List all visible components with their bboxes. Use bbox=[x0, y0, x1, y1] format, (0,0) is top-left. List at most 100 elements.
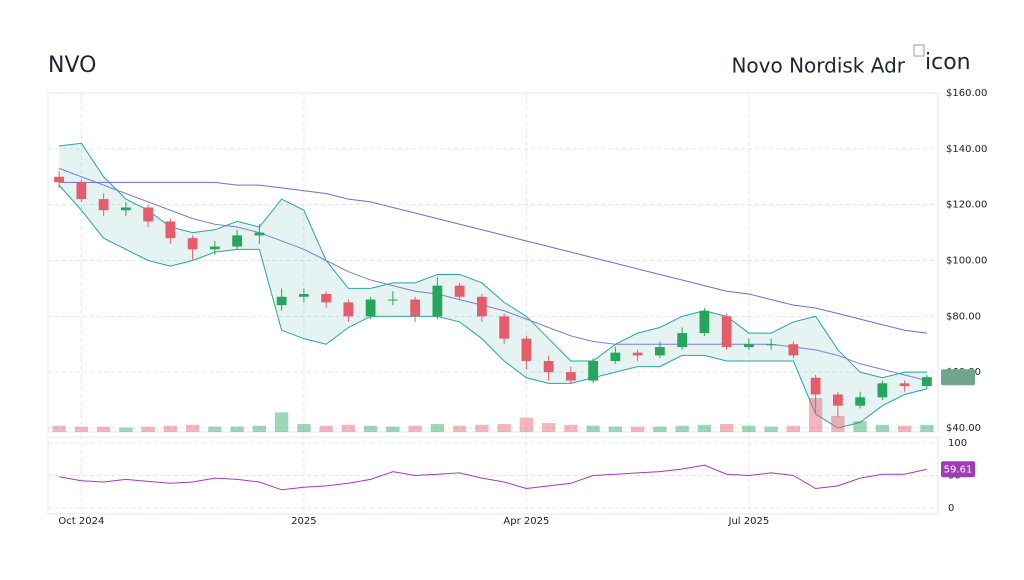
bollinger-fill bbox=[59, 143, 927, 428]
last-rsi-box bbox=[941, 461, 975, 478]
volume-bar bbox=[274, 412, 289, 432]
candle-body bbox=[143, 207, 154, 222]
volume-bar bbox=[185, 424, 200, 432]
volume-bar bbox=[163, 425, 178, 432]
volume-bar bbox=[630, 426, 645, 432]
candle-body bbox=[276, 296, 287, 306]
volume-bar bbox=[452, 425, 467, 432]
candle-body bbox=[521, 338, 532, 361]
volume-bar bbox=[52, 425, 66, 432]
y-tick-label: $80.00 bbox=[946, 311, 981, 322]
candle-body bbox=[565, 372, 576, 381]
candle-body bbox=[476, 296, 487, 317]
candle-body bbox=[632, 352, 643, 356]
candle-body bbox=[454, 285, 465, 297]
volume-bar bbox=[897, 425, 912, 432]
ma bbox=[58, 167, 927, 382]
volume-bar bbox=[586, 425, 600, 432]
volume-bar bbox=[675, 425, 689, 432]
candle-body bbox=[76, 182, 87, 200]
volume-bar bbox=[786, 425, 801, 432]
volume-bar bbox=[430, 423, 445, 432]
candle-body bbox=[588, 361, 599, 381]
candle-body bbox=[810, 377, 821, 395]
candle-body bbox=[610, 352, 621, 361]
broken-image bbox=[913, 44, 925, 57]
volume-bar bbox=[386, 426, 400, 432]
ma bbox=[59, 181, 927, 334]
x-tick-label: Oct 2024 bbox=[58, 516, 104, 527]
y-tick-label: 100 bbox=[948, 438, 967, 449]
volume-bar bbox=[853, 421, 867, 432]
volume-bar bbox=[319, 425, 333, 432]
candle-body bbox=[387, 299, 398, 301]
volume-bar bbox=[697, 424, 712, 432]
volume-bar bbox=[875, 424, 890, 432]
candle-body bbox=[187, 238, 198, 250]
candle-body bbox=[410, 299, 421, 317]
last-price-box bbox=[941, 369, 975, 386]
candle-body bbox=[721, 316, 732, 348]
y-tick-label: $120.00 bbox=[946, 200, 987, 211]
volume-bar bbox=[96, 426, 111, 432]
candle-body bbox=[654, 347, 665, 356]
candle-body bbox=[832, 394, 843, 406]
candle-body bbox=[254, 232, 265, 236]
candle-body bbox=[899, 383, 910, 387]
volume-bar bbox=[541, 423, 556, 432]
volume-bar bbox=[408, 425, 422, 432]
candle-body bbox=[54, 176, 65, 183]
volume-bar bbox=[608, 426, 623, 432]
candle-body bbox=[165, 221, 176, 239]
volume-bar bbox=[519, 417, 534, 432]
volume-bar bbox=[742, 425, 756, 432]
volume-bar bbox=[252, 425, 267, 432]
x-tick-label: 2025 bbox=[291, 516, 316, 527]
candle-body bbox=[98, 199, 109, 211]
volume-bar bbox=[363, 425, 378, 432]
volume-bar bbox=[653, 426, 667, 432]
volume-bar bbox=[719, 423, 734, 432]
volume-bar bbox=[208, 426, 222, 432]
band-lower bbox=[58, 184, 927, 429]
band-upper bbox=[59, 142, 927, 379]
volume-bar bbox=[831, 415, 845, 432]
volume-bar bbox=[341, 424, 356, 432]
volume-bar bbox=[230, 426, 244, 432]
volume-bar bbox=[74, 426, 89, 432]
candle-body bbox=[232, 235, 243, 247]
candle-body bbox=[877, 383, 888, 398]
volume-bar bbox=[475, 424, 489, 432]
x-tick-label: Apr 2025 bbox=[503, 516, 549, 527]
volume-bar bbox=[297, 423, 311, 432]
volume-bar bbox=[764, 426, 778, 432]
candle-body bbox=[677, 333, 688, 348]
volume-bar bbox=[119, 427, 133, 432]
volume-bar bbox=[564, 424, 578, 432]
candle-body bbox=[543, 361, 554, 373]
volume-bar bbox=[497, 423, 511, 432]
volume-bar bbox=[141, 426, 155, 432]
rsi-line bbox=[59, 464, 927, 491]
candle-body bbox=[499, 316, 510, 339]
candle-body bbox=[432, 285, 443, 317]
y-tick-label: $100.00 bbox=[946, 256, 987, 267]
candle-body bbox=[120, 207, 131, 211]
ticker: NVO bbox=[48, 53, 96, 78]
candle-body bbox=[209, 246, 220, 250]
candle-body bbox=[743, 344, 754, 348]
company-name: Novo Nordisk Adr bbox=[731, 54, 905, 78]
y-tick-label: 0 bbox=[948, 503, 954, 514]
volume-bar bbox=[808, 398, 823, 432]
y-tick-label: $140.00 bbox=[946, 144, 987, 155]
candle-body bbox=[766, 344, 777, 346]
y-tick-label: $40.00 bbox=[946, 423, 981, 434]
candle-body bbox=[343, 302, 354, 317]
candle-body bbox=[365, 299, 376, 317]
candle-body bbox=[298, 294, 309, 297]
candle-body bbox=[321, 294, 332, 303]
x-tick-label: Jul 2025 bbox=[728, 516, 770, 527]
volume-bar bbox=[920, 424, 934, 432]
last-rsi-label: 59.61 bbox=[944, 464, 973, 475]
